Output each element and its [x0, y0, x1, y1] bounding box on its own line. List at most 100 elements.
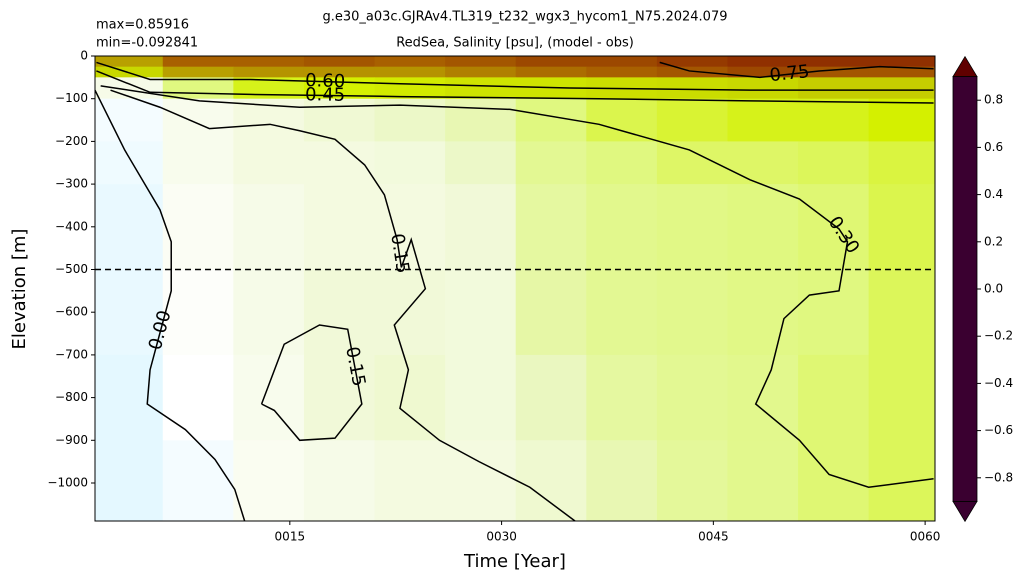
heat-cell [586, 141, 658, 185]
heat-cell [868, 66, 936, 78]
heat-cell [868, 98, 936, 142]
heat-cell [445, 440, 517, 522]
heat-cell [586, 354, 658, 441]
heat-cell [798, 269, 870, 356]
colorbar-extend-bottom [952, 500, 978, 523]
heat-cell [515, 66, 587, 78]
heat-cell [656, 440, 728, 522]
heat-cell [303, 141, 376, 185]
heat-cell [515, 184, 587, 270]
y-tick-label: −100 [55, 91, 88, 105]
heat-cell [374, 354, 446, 441]
heat-cell [374, 56, 446, 68]
heat-cell [445, 354, 517, 441]
y-tick-label: −1000 [47, 475, 88, 489]
heat-cell [515, 354, 587, 441]
contour-line [659, 61, 934, 79]
heat-cell [798, 354, 870, 441]
x-tick-label: 0015 [275, 530, 306, 544]
heat-cell [162, 184, 234, 270]
y-tick-label: −600 [55, 305, 88, 319]
y-tick-label: −200 [55, 134, 88, 148]
heat-cell [586, 56, 658, 68]
heat-cell [95, 440, 164, 522]
heat-cell [586, 184, 658, 270]
heat-cell [586, 66, 658, 78]
heat-cell [233, 354, 305, 441]
x-tick-label: 0060 [910, 530, 941, 544]
colorbar [953, 76, 977, 502]
heat-cell [727, 66, 799, 78]
chart-subtitle: RedSea, Salinity [psu], (model - obs) [396, 36, 634, 51]
heat-cell [445, 269, 517, 356]
min-label: min=-0.092841 [96, 36, 198, 51]
heat-cell [727, 440, 799, 522]
colorbar-tick-label: −0.4 [984, 376, 1013, 390]
colorbar-tick-label: 0.2 [984, 234, 1003, 248]
heat-cell [868, 141, 936, 185]
heat-cell [233, 440, 305, 522]
heat-cell [727, 56, 799, 68]
heat-cell [303, 269, 376, 356]
x-axis-label: Time [Year] [463, 551, 566, 572]
colorbar-tick-label: −0.8 [984, 470, 1013, 484]
colorbar-extend-top [952, 55, 978, 77]
heat-cell [868, 77, 936, 100]
heat-cell [445, 77, 517, 100]
y-tick-label: 0 [80, 49, 88, 63]
x-tick-label: 0030 [486, 530, 517, 544]
heat-cell [727, 269, 799, 356]
heat-cell [233, 56, 305, 68]
heat-cell [233, 141, 305, 185]
heat-cell [515, 269, 587, 356]
heat-cell [445, 66, 517, 78]
heat-cell [95, 141, 164, 185]
heat-cell [656, 66, 728, 78]
heat-cell [727, 77, 799, 100]
heat-cell [656, 269, 728, 356]
heat-cell [727, 354, 799, 441]
heat-cell [656, 56, 728, 68]
heat-cell [162, 56, 234, 68]
heat-cell [798, 77, 870, 100]
heat-cell [798, 184, 870, 270]
colorbar-tick-label: 0.0 [984, 282, 1003, 296]
heat-cell [727, 184, 799, 270]
heat-cell [95, 354, 164, 441]
heat-cell [445, 184, 517, 270]
heat-cell [303, 440, 376, 522]
contour-label: 0.75 [768, 61, 810, 86]
heat-cell [374, 269, 446, 356]
heat-cell [95, 56, 164, 68]
heat-cell [445, 56, 517, 68]
y-tick-label: −700 [55, 347, 88, 361]
heat-cell [515, 440, 587, 522]
heat-cell [868, 269, 936, 356]
heat-cell [162, 66, 234, 78]
heat-cell [162, 98, 234, 142]
plot-frame [94, 55, 936, 522]
heat-cell [868, 56, 936, 68]
heat-cell [303, 354, 376, 441]
heat-cell [586, 98, 658, 142]
heat-cell [162, 77, 234, 100]
y-axis-label: Elevation [m] [9, 229, 30, 350]
heat-cell [727, 141, 799, 185]
heat-cell [445, 141, 517, 185]
heat-cell [95, 184, 164, 270]
heat-cell [656, 184, 728, 270]
heat-cell [798, 440, 870, 522]
heat-cell [95, 269, 164, 356]
heat-cell [656, 77, 728, 100]
heat-cell [798, 141, 870, 185]
heat-cell [303, 66, 376, 78]
contour-label: 0.60 [305, 70, 346, 92]
heat-cell [868, 354, 936, 441]
contour-line [96, 70, 934, 104]
heat-cell [303, 184, 376, 270]
heat-cell [868, 184, 936, 270]
heat-cell [303, 56, 376, 68]
heat-cell [798, 66, 870, 78]
heat-cell [798, 98, 870, 142]
